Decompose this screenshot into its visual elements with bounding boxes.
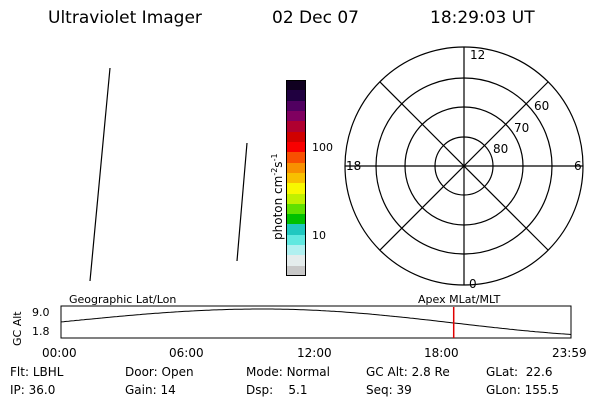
colorbar-segment — [286, 131, 306, 142]
colorbar-segment — [286, 265, 306, 276]
colorbar-segment — [286, 193, 306, 204]
x-tick-1800: 18:00 — [424, 346, 459, 360]
status-dsp: Dsp: 5.1 — [246, 383, 308, 397]
status-door: Door: Open — [125, 365, 194, 379]
alt-axis-label: GC Alt — [11, 311, 24, 346]
lat-label-80: 80 — [493, 142, 508, 156]
status-ip: IP: 36.0 — [10, 383, 56, 397]
alt-plot-frame — [60, 305, 572, 339]
colorbar-segment — [286, 100, 306, 111]
colorbar-segment — [286, 224, 306, 235]
earth-limb-left — [89, 67, 111, 282]
orbit-altitude-plot — [60, 305, 572, 339]
colorbar-segment — [286, 162, 306, 173]
apex-mlat-mlt-title: Apex MLat/MLT — [418, 293, 501, 306]
x-tick-2359: 23:59 — [552, 346, 587, 360]
colorbar-segment — [286, 111, 306, 122]
colorbar-segment — [286, 255, 306, 266]
status-seq: Seq: 39 — [366, 383, 412, 397]
geographic-image-panel — [89, 67, 248, 282]
observation-time: 18:29:03 UT — [430, 8, 535, 28]
status-glon: GLon: 155.5 — [486, 383, 559, 397]
status-mode: Mode: Normal — [246, 365, 330, 379]
colorbar-segment — [286, 234, 306, 246]
colorbar-tick-10: 10 — [312, 229, 326, 242]
status-gain: Gain: 14 — [125, 383, 176, 397]
x-tick-0000: 00:00 — [42, 346, 77, 360]
colorbar-segment — [286, 183, 306, 194]
colorbar-segment — [286, 80, 306, 91]
instrument-title: Ultraviolet Imager — [48, 8, 202, 28]
color-scale-frame — [286, 80, 306, 276]
polar-mlt-grid: 12 0 18 6 60 70 80 — [344, 46, 584, 291]
alt-axis-top-value: 9.0 — [32, 306, 50, 319]
geographic-latlon-title: Geographic Lat/Lon — [69, 293, 177, 306]
observation-date: 02 Dec 07 — [272, 8, 359, 28]
earth-limb-right — [236, 142, 248, 262]
colorbar-units-label: photon cm-2s-1 — [270, 153, 285, 240]
colorbar-tick-100: 100 — [312, 141, 333, 154]
colorbar-segment — [286, 245, 306, 256]
lat-label-70: 70 — [514, 121, 529, 135]
mlt-label-0: 0 — [469, 277, 477, 291]
colorbar-segment — [286, 121, 306, 132]
x-tick-1200: 12:00 — [297, 346, 332, 360]
x-tick-0600: 06:00 — [169, 346, 204, 360]
colorbar-segment — [286, 90, 306, 101]
colorbar-segment — [286, 152, 306, 163]
color-scale-bar — [286, 80, 306, 276]
colorbar-segment — [286, 203, 306, 215]
colorbar-segment — [286, 141, 306, 153]
altitude-curve — [60, 308, 572, 335]
mlt-label-18: 18 — [346, 159, 361, 173]
mlt-label-12: 12 — [470, 48, 485, 62]
status-gc-alt: GC Alt: 2.8 Re — [366, 365, 450, 379]
colorbar-segment — [286, 172, 306, 184]
mlt-label-6: 6 — [574, 159, 582, 173]
lat-label-60: 60 — [534, 99, 549, 113]
status-glat: GLat: 22.6 — [486, 365, 553, 379]
alt-axis-bottom-value: 1.8 — [32, 325, 50, 338]
colorbar-segment — [286, 214, 306, 225]
status-filter: Flt: LBHL — [10, 365, 64, 379]
